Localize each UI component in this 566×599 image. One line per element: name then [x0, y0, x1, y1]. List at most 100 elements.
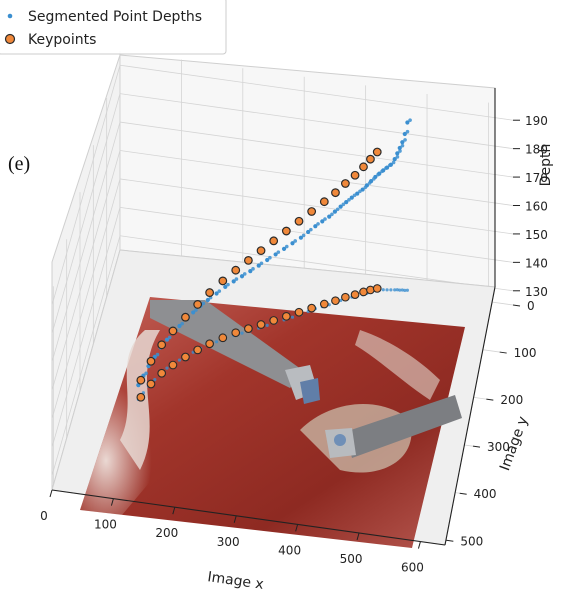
depth-point-floor [403, 288, 407, 292]
depth-point [335, 207, 340, 212]
depth-point [360, 187, 365, 192]
depth-point [194, 308, 198, 312]
keypoint-floor [331, 296, 340, 306]
keypoint-floor [146, 379, 156, 389]
keypoint [231, 265, 241, 275]
surgical-instrument-right-icon [325, 395, 462, 458]
tick-labels: 0 100 200 300 400 500 600 0 100 200 300 400 500 130 14… [40, 114, 548, 574]
depth-point [384, 165, 390, 170]
depth-point-floor [393, 288, 397, 292]
z-gridline-wall [51, 235, 121, 476]
x-tick-label: 100 [94, 518, 117, 532]
depth-point [223, 284, 228, 290]
surgical-instrument-left-icon [150, 300, 320, 404]
y-tick-label: 100 [514, 346, 537, 360]
depth-point [144, 371, 148, 376]
panel-label: (e) [8, 153, 30, 175]
depth-point [155, 352, 160, 357]
depth-point [298, 235, 304, 240]
depth-point [400, 140, 405, 145]
depth-point [330, 212, 334, 217]
keypoint-floor [294, 307, 304, 317]
depth-point [408, 118, 412, 122]
depth-point [392, 157, 397, 162]
keypoint [366, 154, 375, 164]
depth-point-floor [153, 378, 157, 382]
x-tick-label: 600 [401, 561, 424, 575]
depth-point [347, 198, 351, 202]
keypoint [256, 246, 266, 256]
z-gridline [119, 206, 514, 263]
depth-point [281, 246, 287, 251]
depth-point [234, 277, 239, 281]
depth-point [201, 301, 206, 306]
legend-label-keypoints: Keypoints [28, 32, 96, 48]
depth-point [398, 149, 402, 153]
keypoint [269, 236, 279, 246]
z-gridline-wall [51, 65, 121, 306]
depth-point-floor [381, 288, 385, 292]
z-tick-label: 130 [525, 285, 548, 299]
keypoint-floor [244, 324, 253, 333]
z-axis-title: Depth [538, 144, 554, 187]
keypoint [136, 375, 146, 385]
keypoint-floor [205, 339, 214, 349]
depth-point [388, 162, 393, 167]
y-tick [459, 492, 467, 495]
x-tick [172, 507, 176, 515]
depth-point [248, 269, 253, 274]
keypoint-floor [269, 316, 279, 325]
keypoint-floor [372, 284, 382, 293]
depth-point [405, 129, 410, 134]
depth-point [320, 219, 325, 224]
depth-point [395, 155, 400, 159]
y-tick-label: 0 [527, 299, 535, 313]
depth-point [265, 257, 270, 263]
depth-point [323, 217, 327, 221]
x-tick [49, 489, 53, 498]
depth-point-floor [265, 323, 269, 327]
depth-point [214, 291, 219, 296]
keypoint [307, 207, 317, 216]
keypoint [372, 147, 382, 157]
depth-point-floor [290, 315, 295, 319]
keypoint-floor [168, 360, 178, 370]
y-tick-label: 500 [460, 534, 483, 548]
depth-point-floor [400, 288, 404, 292]
y-tick [512, 304, 521, 307]
depth-point [191, 310, 196, 315]
depth-point [397, 145, 402, 151]
depth-point-floor [165, 366, 169, 370]
axes [51, 88, 496, 546]
y-tick-label: 400 [474, 487, 497, 501]
depth-point [344, 200, 349, 205]
depth-point [400, 143, 405, 148]
keypoint-floor [231, 328, 241, 338]
depth-point-floor [214, 340, 219, 344]
keypoint-floor [281, 311, 291, 321]
depth-point [256, 263, 261, 268]
keypoint [181, 312, 190, 322]
y-tick [446, 539, 454, 542]
legend-box [0, 0, 227, 55]
surgical-floor-image [80, 297, 465, 548]
keypoint [359, 162, 368, 172]
keypoint [331, 188, 340, 198]
keypoint-floor [218, 333, 228, 343]
depth-point [341, 202, 346, 207]
z-tick-label: 150 [525, 228, 548, 242]
depth-point [309, 227, 313, 232]
z-gridline-wall [51, 150, 121, 391]
x-tick [233, 515, 237, 523]
depth-point [177, 323, 182, 329]
depth-point [167, 335, 172, 340]
keypoint-floor [319, 299, 329, 309]
depth-point-floor [385, 288, 389, 292]
depth-point [349, 195, 354, 200]
x-tick [110, 498, 114, 506]
depth-point [316, 222, 320, 226]
depth-point [381, 168, 386, 173]
x-tick-label: 400 [278, 543, 301, 557]
